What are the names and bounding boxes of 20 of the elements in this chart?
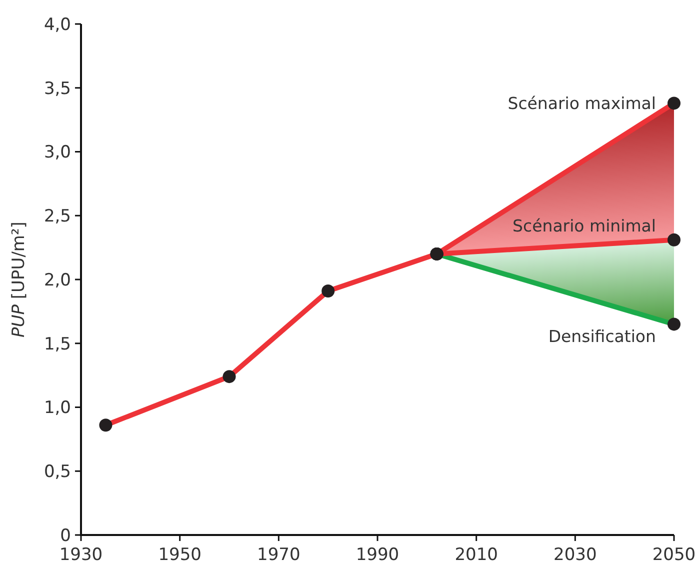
series-label: Scénario minimal bbox=[512, 216, 656, 236]
x-tick-label: 1930 bbox=[59, 545, 103, 565]
y-tick-label: 3,0 bbox=[44, 142, 71, 163]
y-tick-label: 1,0 bbox=[44, 398, 71, 418]
x-tick-label: 2010 bbox=[454, 545, 498, 565]
y-tick-label: 3,5 bbox=[44, 78, 71, 99]
series-label: Scénario maximal bbox=[508, 94, 656, 113]
y-tick-label: 1,5 bbox=[44, 334, 71, 354]
x-tick-label: 2030 bbox=[554, 545, 597, 565]
x-tick-label: 2050 bbox=[652, 545, 696, 565]
x-tick-label: 1990 bbox=[356, 545, 400, 565]
x-tick-label: 1970 bbox=[257, 545, 300, 565]
y-tick-label: 0,5 bbox=[44, 462, 71, 482]
y-tick-label: 2,0 bbox=[44, 270, 71, 290]
y-axis-title: PUP [UPU/m²] bbox=[9, 222, 29, 338]
y-tick-label: 2,5 bbox=[44, 206, 71, 227]
y-tick-label: 4,0 bbox=[44, 14, 71, 35]
series-label: Densification bbox=[548, 326, 656, 346]
x-tick-label: 1950 bbox=[158, 545, 202, 565]
y-tick-label: 0 bbox=[60, 526, 71, 546]
